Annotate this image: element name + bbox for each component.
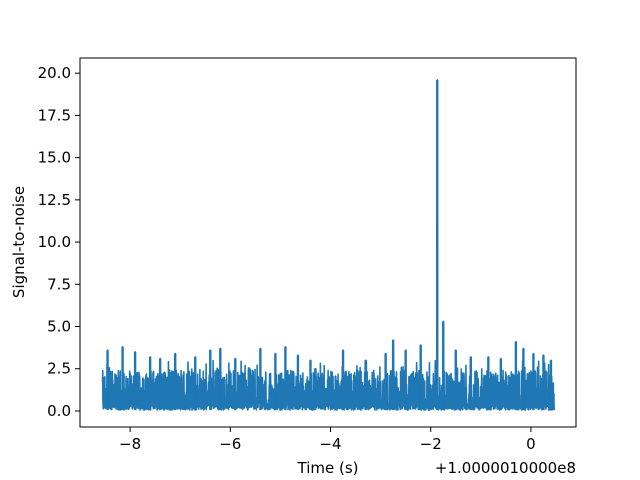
x-tick-label: −4	[319, 435, 341, 453]
y-axis-label: Signal-to-noise	[10, 186, 28, 298]
y-tick-label: 2.5	[47, 360, 71, 378]
y-tick-label: 0.0	[47, 402, 71, 420]
x-tick-label: 0	[526, 435, 536, 453]
y-tick-label: 20.0	[38, 64, 71, 82]
y-tick-label: 5.0	[47, 318, 71, 336]
y-tick-label: 7.5	[47, 275, 71, 293]
series-line	[101, 79, 556, 411]
y-tick-label: 17.5	[38, 106, 71, 124]
x-axis-label: Time (s)	[297, 459, 359, 477]
y-tick-label: 15.0	[38, 149, 71, 167]
x-tick-label: −2	[420, 435, 442, 453]
x-tick-label: −8	[119, 435, 141, 453]
x-tick-label: −6	[219, 435, 241, 453]
x-axis-offset-label: +1.0000010000e8	[435, 459, 576, 477]
y-tick-label: 10.0	[38, 233, 71, 251]
y-tick-label: 12.5	[38, 191, 71, 209]
